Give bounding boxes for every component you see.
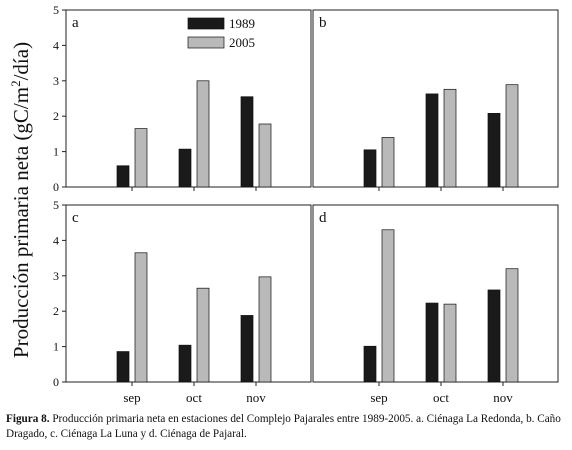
legend: 1989 2005 (187, 16, 255, 50)
bar-b-oct-2005 (443, 88, 457, 188)
panel-label: a (72, 15, 79, 31)
bar-a-sep-1989 (116, 165, 130, 188)
panel-b: b (312, 9, 559, 191)
bar-c-sep-1989 (116, 351, 130, 383)
bar-b-nov-2005 (505, 84, 519, 188)
bar-b-sep-1989 (363, 149, 377, 188)
bar-b-nov-1989 (487, 113, 501, 188)
y-tick-label: 4 (53, 233, 59, 247)
y-tick-label: 1 (53, 145, 59, 159)
x-tick-label: sep (370, 390, 387, 405)
bar-c-oct-1989 (178, 344, 192, 383)
y-tick-label: 2 (53, 109, 59, 123)
bar-d-sep-2005 (381, 229, 395, 383)
bar-d-oct-2005 (443, 303, 457, 383)
bar-a-nov-2005 (258, 123, 272, 188)
y-axis-label: Producción primaria neta (gC/m2/día) (8, 42, 33, 358)
figure-chart: a 0 1 2 3 4 5 1989 2005 b c 0 1 2 3 4 5 sep oct nov d sep oct n… (8, 3, 559, 405)
bar-c-sep-2005 (134, 252, 148, 383)
y-tick-label: 3 (53, 74, 59, 88)
x-tick-label: oct (186, 390, 202, 405)
bar-a-sep-2005 (134, 128, 148, 188)
bar-a-nov-1989 (240, 96, 254, 188)
x-tick-label: oct (433, 390, 449, 405)
y-tick-label: 4 (53, 38, 59, 52)
x-tick-label: nov (246, 390, 266, 405)
caption-label: Figura 8. (6, 413, 50, 425)
y-tick-label: 3 (53, 269, 59, 283)
y-tick-label: 2 (53, 304, 59, 318)
bar-c-nov-2005 (258, 276, 272, 383)
y-tick-label: 5 (53, 198, 59, 212)
panel-label: d (319, 210, 327, 226)
legend-label: 2005 (229, 35, 255, 50)
bar-c-nov-1989 (240, 315, 254, 383)
y-tick-label: 0 (53, 180, 59, 194)
x-tick-label: sep (123, 390, 140, 405)
figure-caption: Figura 8. Producción primaria neta en es… (6, 412, 568, 442)
bar-d-nov-1989 (487, 289, 501, 383)
legend-swatch-1989 (187, 17, 225, 30)
panel-label: c (72, 210, 79, 226)
legend-swatch-2005 (187, 36, 225, 49)
caption-text: Producción primaria neta en estaciones d… (6, 413, 561, 440)
y-tick-label: 1 (53, 340, 59, 354)
y-tick-label: 5 (53, 3, 59, 17)
bar-a-oct-2005 (196, 80, 210, 188)
y-tick-label: 0 (53, 375, 59, 389)
panel-c: c 0 1 2 3 4 5 sep oct nov (53, 198, 312, 405)
bar-b-sep-2005 (381, 137, 395, 188)
legend-label: 1989 (229, 16, 255, 31)
bar-c-oct-2005 (196, 287, 210, 383)
bar-a-oct-1989 (178, 148, 192, 188)
x-tick-label: nov (493, 390, 513, 405)
bar-d-sep-1989 (363, 345, 377, 383)
bar-d-nov-2005 (505, 268, 519, 383)
panel-d: d sep oct nov (312, 204, 559, 405)
bar-b-oct-1989 (425, 93, 439, 188)
bar-d-oct-1989 (425, 302, 439, 383)
panel-a: a 0 1 2 3 4 5 1989 2005 (53, 3, 312, 194)
panel-label: b (319, 15, 327, 31)
